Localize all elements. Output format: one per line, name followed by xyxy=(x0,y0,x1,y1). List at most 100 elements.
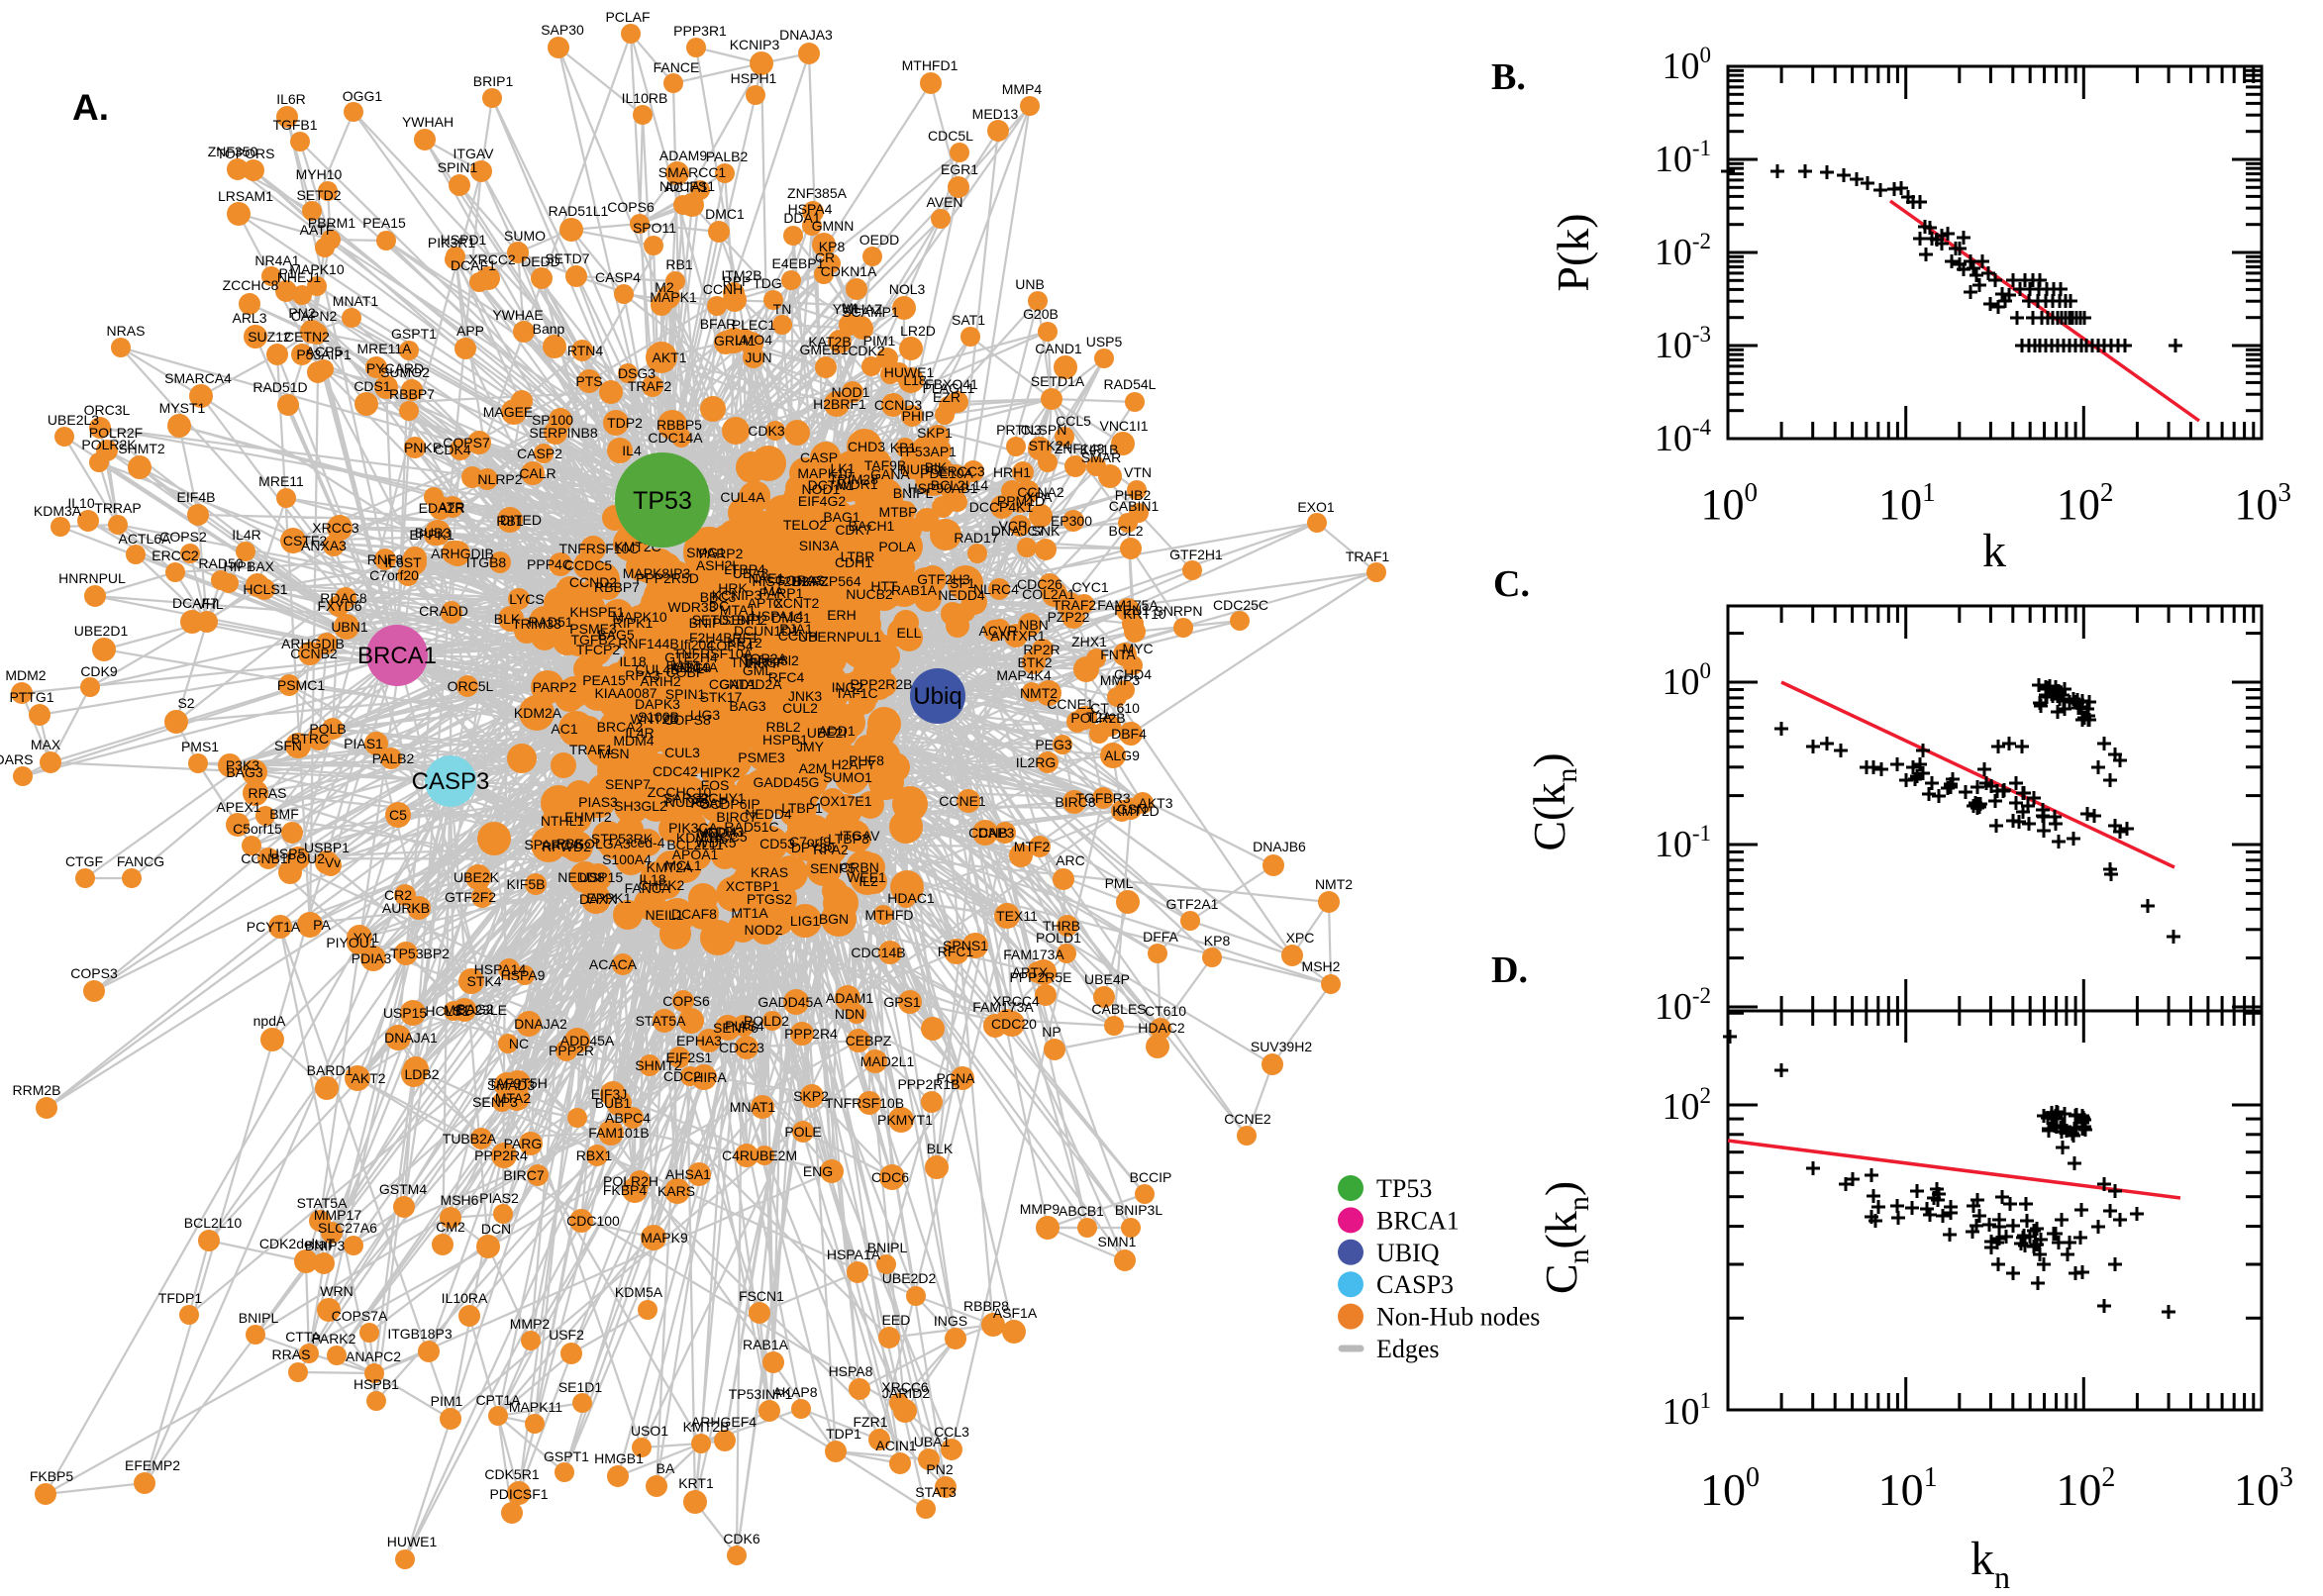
svg-text:NEDD8: NEDD8 xyxy=(557,869,605,885)
svg-text:MTA1: MTA1 xyxy=(720,602,757,618)
svg-text:L18: L18 xyxy=(903,372,927,388)
svg-text:EHMT2: EHMT2 xyxy=(564,809,612,825)
svg-text:YY1: YY1 xyxy=(354,930,380,946)
svg-text:MAPK1: MAPK1 xyxy=(650,289,697,305)
svg-text:CSTF2: CSTF2 xyxy=(283,533,328,549)
svg-text:RNF8: RNF8 xyxy=(367,551,404,567)
svg-text:APP: APP xyxy=(456,323,484,339)
svg-text:TP53AP1: TP53AP1 xyxy=(897,444,957,459)
svg-text:GTF2H1: GTF2H1 xyxy=(1169,547,1223,562)
svg-text:NLRP2: NLRP2 xyxy=(477,471,522,487)
svg-text:ADD1: ADD1 xyxy=(818,723,856,739)
svg-text:MTBP: MTBP xyxy=(879,504,918,520)
svg-text:KP8: KP8 xyxy=(1204,933,1231,948)
svg-text:BACH1: BACH1 xyxy=(849,518,895,534)
svg-text:BUB1: BUB1 xyxy=(595,1095,632,1111)
svg-text:HUWE1: HUWE1 xyxy=(884,364,935,380)
svg-text:DKFZP564: DKFZP564 xyxy=(792,573,860,589)
svg-text:RBX1: RBX1 xyxy=(576,1147,613,1163)
svg-text:XRCC4: XRCC4 xyxy=(992,993,1040,1009)
svg-text:ERCC3: ERCC3 xyxy=(938,463,985,479)
svg-text:IL18: IL18 xyxy=(639,871,665,887)
svg-text:COPS7: COPS7 xyxy=(443,435,490,450)
svg-text:ANAPC2: ANAPC2 xyxy=(346,1348,401,1364)
svg-text:USP5: USP5 xyxy=(269,846,306,861)
svg-text:P53AIP1: P53AIP1 xyxy=(296,347,351,362)
svg-text:POLE: POLE xyxy=(784,1124,821,1140)
svg-text:TGFB2: TGFB2 xyxy=(570,632,615,648)
svg-text:ITGB8: ITGB8 xyxy=(466,554,507,570)
svg-text:SNK: SNK xyxy=(1032,523,1060,539)
svg-text:FANCG: FANCG xyxy=(117,853,164,869)
svg-text:YWHAE: YWHAE xyxy=(492,307,543,323)
svg-text:ARHGEF4: ARHGEF4 xyxy=(691,1414,757,1430)
svg-text:ORC5L: ORC5L xyxy=(448,678,494,694)
svg-text:TRAF1: TRAF1 xyxy=(569,742,614,757)
svg-text:KRT1: KRT1 xyxy=(678,1475,714,1491)
svg-text:JMY: JMY xyxy=(796,739,825,754)
svg-text:HSPA14: HSPA14 xyxy=(752,608,804,624)
svg-text:POLA: POLA xyxy=(878,539,916,554)
svg-text:IL6R: IL6R xyxy=(276,91,306,107)
svg-text:AVEN: AVEN xyxy=(926,194,962,210)
svg-text:PPP2R1B: PPP2R1B xyxy=(897,1076,960,1092)
svg-text:SE1D1: SE1D1 xyxy=(558,1379,603,1395)
svg-text:MAGEE: MAGEE xyxy=(483,404,534,420)
svg-text:TNFRSF10B: TNFRSF10B xyxy=(825,1095,904,1111)
svg-text:BRIP1: BRIP1 xyxy=(473,73,514,89)
svg-text:CAND1: CAND1 xyxy=(1035,341,1082,356)
svg-text:BIRC7: BIRC7 xyxy=(716,809,757,825)
svg-text:DMC1: DMC1 xyxy=(771,610,811,626)
svg-text:KRT10: KRT10 xyxy=(1123,606,1166,622)
svg-text:D.: D. xyxy=(1491,949,1528,991)
svg-text:COPS6: COPS6 xyxy=(607,199,655,215)
svg-text:POLD1: POLD1 xyxy=(1036,930,1081,946)
svg-text:PN2: PN2 xyxy=(926,1461,953,1477)
svg-text:TN: TN xyxy=(773,301,792,317)
svg-text:BRCA1: BRCA1 xyxy=(1376,1206,1460,1235)
svg-text:TUBB2A: TUBB2A xyxy=(443,1131,497,1147)
svg-text:RFWD2: RFWD2 xyxy=(542,839,591,854)
svg-text:HSPA14: HSPA14 xyxy=(474,961,527,977)
svg-text:COPS2: COPS2 xyxy=(159,529,207,545)
svg-text:USP15: USP15 xyxy=(383,1005,428,1021)
svg-text:FAM101B: FAM101B xyxy=(588,1125,649,1141)
svg-text:DCN: DCN xyxy=(481,1221,511,1237)
svg-text:LIG1: LIG1 xyxy=(790,913,821,929)
svg-text:MAPK10: MAPK10 xyxy=(289,261,344,277)
svg-text:ML: ML xyxy=(842,300,861,316)
svg-text:EIF3J: EIF3J xyxy=(591,1086,628,1102)
svg-text:TRIM33: TRIM33 xyxy=(512,616,561,632)
svg-text:DAXX: DAXX xyxy=(579,891,618,907)
svg-text:FAM175A: FAM175A xyxy=(1097,597,1159,613)
svg-text:SPIN1: SPIN1 xyxy=(665,686,706,702)
svg-text:CABIN1: CABIN1 xyxy=(1109,498,1160,514)
svg-text:FEN1: FEN1 xyxy=(1114,602,1150,618)
svg-text:PPP2R4: PPP2R4 xyxy=(784,1026,838,1042)
svg-text:CTTA: CTTA xyxy=(285,1329,321,1345)
svg-text:RBBP7: RBBP7 xyxy=(389,386,435,402)
svg-text:RIPK1: RIPK1 xyxy=(613,615,654,631)
svg-text:BUB3: BUB3 xyxy=(415,525,452,541)
svg-text:KMT2A: KMT2A xyxy=(647,859,693,875)
svg-text:EP300: EP300 xyxy=(1051,513,1092,529)
svg-text:CCND2: CCND2 xyxy=(569,574,617,590)
svg-text:Tnfaip8l2: Tnfaip8l2 xyxy=(742,652,799,668)
svg-text:LTBP1: LTBP1 xyxy=(781,800,823,816)
svg-text:TOPORS: TOPORS xyxy=(217,146,275,161)
svg-text:BIK: BIK xyxy=(925,459,948,475)
svg-text:PBRM1: PBRM1 xyxy=(308,215,355,231)
svg-text:POU2: POU2 xyxy=(287,850,325,866)
svg-text:BMF: BMF xyxy=(269,806,299,822)
svg-text:BIRC7: BIRC7 xyxy=(503,1167,544,1183)
svg-text:MAP4K4: MAP4K4 xyxy=(996,667,1051,683)
svg-text:ARHGDIB: ARHGDIB xyxy=(431,546,494,561)
svg-text:CLSPN: CLSPN xyxy=(1021,422,1067,438)
svg-text:MSN: MSN xyxy=(598,746,629,761)
svg-text:BARD1: BARD1 xyxy=(307,1062,354,1078)
svg-text:TKT: TKT xyxy=(745,655,771,671)
svg-text:KIF5B: KIF5B xyxy=(507,876,546,892)
svg-text:ZNF148: ZNF148 xyxy=(1055,441,1105,456)
svg-text:ced-4: ced-4 xyxy=(630,835,664,850)
svg-text:k: k xyxy=(1982,525,2006,577)
